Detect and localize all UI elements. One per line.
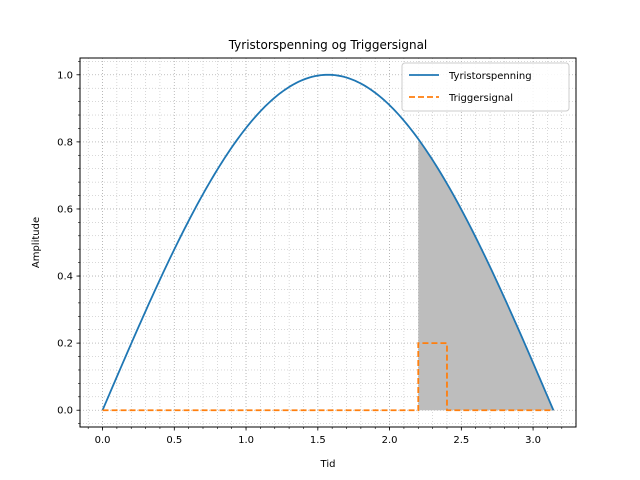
- x-tick-label: 1.0: [238, 435, 254, 446]
- shaded-area: [418, 139, 554, 411]
- y-tick-label: 0.8: [57, 137, 73, 148]
- shaded-region: [418, 139, 554, 411]
- y-tick-label: 0.2: [57, 339, 73, 350]
- x-tick-label: 2.0: [382, 435, 398, 446]
- y-tick-label: 0.0: [57, 406, 73, 417]
- series-triggersignal: [102, 342, 554, 412]
- x-tick-label: 2.5: [453, 435, 469, 446]
- y-tick-label: 1.0: [57, 70, 73, 81]
- legend-label-triggersignal: Triggersignal: [448, 93, 513, 104]
- y-tick-label: 0.6: [57, 204, 73, 215]
- legend-label-tyristorspenning: Tyristorspenning: [448, 71, 532, 82]
- x-tick-label: 1.5: [310, 435, 326, 446]
- x-tick-label: 0.5: [166, 435, 182, 446]
- legend-box: [401, 62, 570, 112]
- chart-title: Tyristorspenning og Triggersignal: [228, 38, 428, 52]
- series-lines: [101, 73, 555, 412]
- x-tick-label: 0.0: [95, 435, 111, 446]
- y-axis-label: Amplitude: [31, 217, 42, 268]
- plot-frame: [79, 57, 577, 428]
- series-tyristorspenning: [101, 73, 555, 411]
- legend: Tyristorspenning Triggersignal: [401, 62, 570, 112]
- x-tick-label: 3.0: [525, 435, 541, 446]
- ticks: 0.0 0.5 1.0 1.5 2.0 2.5 3.0 0.0 0.2 0.4 0.6 0.8 1.0: [57, 61, 563, 446]
- x-axis-label: Tid: [320, 459, 336, 470]
- y-tick-label: 0.4: [57, 272, 73, 283]
